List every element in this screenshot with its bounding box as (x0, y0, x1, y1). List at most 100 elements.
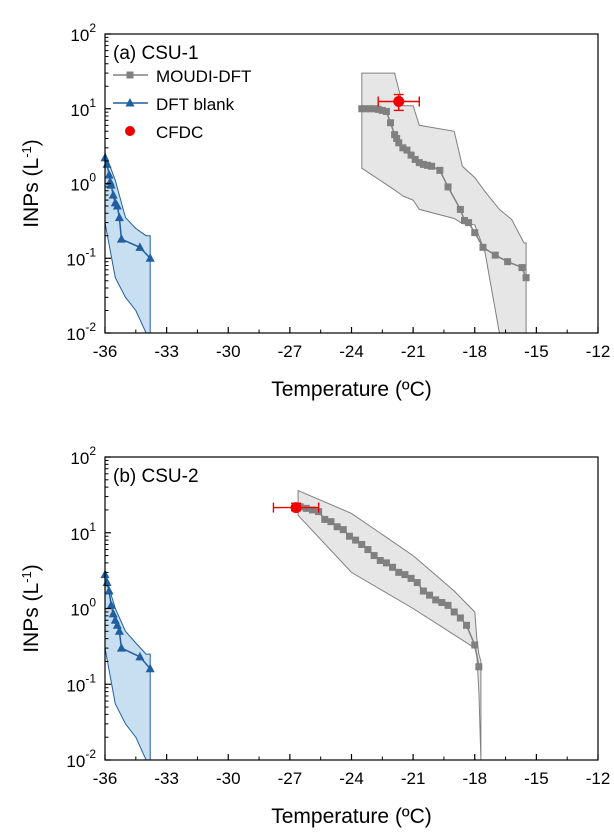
moudi-dft-point (378, 106, 386, 114)
panel-b-label: (b) CSU-2 (113, 466, 199, 487)
moudi-dft-point (302, 504, 310, 512)
moudi-dft-point (432, 596, 440, 604)
moudi-dft-point (352, 536, 360, 544)
panel-a-legend: MOUDI-DFT DFT blank CFDC (113, 67, 251, 142)
x-tick-label: -33 (154, 342, 179, 361)
y-tick-label: 10-2 (66, 747, 96, 771)
moudi-dft-point (391, 131, 399, 139)
x-tick-label: -33 (154, 769, 179, 788)
moudi-dft-point (393, 134, 401, 142)
dft-blank-point (108, 608, 118, 618)
moudi-dft-point (475, 663, 483, 671)
y-tick-label: 10-1 (66, 245, 96, 269)
moudi-dft-point (327, 518, 335, 526)
moudi-dft-point (364, 546, 372, 554)
y-tick-label: 101 (70, 520, 96, 544)
y-tick-label: 102 (70, 444, 96, 468)
moudi-dft-point (382, 559, 390, 567)
panel-b-y-axis-label: INPs (L-1) (19, 564, 44, 653)
moudi-dft-point (463, 621, 471, 629)
y-tick-label: 10-2 (66, 320, 96, 344)
moudi-dft-point (444, 183, 452, 191)
moudi-dft-point (456, 205, 464, 213)
moudi-dft-point (387, 119, 395, 127)
moudi-dft-point (407, 151, 415, 159)
dft-blank-point (114, 212, 124, 222)
panel-a-x-axis-label: Temperature (ºC) (271, 378, 432, 401)
legend-cfdc-label: CFDC (156, 123, 203, 142)
dft-blank-point (102, 577, 112, 587)
y-label-sup: -1 (19, 571, 34, 583)
dft-blank-point (145, 253, 155, 262)
panel-b-plot-frame (104, 456, 599, 761)
moudi-dft-point (436, 166, 444, 174)
y-tick-label: 101 (70, 96, 96, 120)
moudi-dft-point (366, 105, 374, 113)
panel-b: -36 -33 -30 -27 -24 -21 -18 -15 -12 102 101 100 10-… (19, 444, 611, 828)
moudi-dft-point (339, 526, 347, 534)
panel-b-markers (100, 502, 483, 673)
moudi-dft-point (491, 251, 499, 259)
moudi-dft-point (456, 614, 464, 622)
moudi-dft-point (382, 107, 390, 115)
moudi-dft-point (395, 568, 403, 576)
panel-a-x-ticks: -36 -33 -30 -27 -24 -21 -18 -15 -12 (93, 327, 610, 361)
y-label-main: INPs (L (20, 583, 43, 653)
moudi-dft-point (424, 161, 432, 169)
legend-moudi-marker (126, 71, 134, 79)
moudi-dft-point (479, 243, 487, 251)
dft-blank-point (104, 169, 114, 179)
x-tick-label: -27 (278, 769, 303, 788)
moudi-dft-point (370, 105, 378, 113)
y-tick-label: 10-1 (66, 671, 96, 695)
x-tick-label: -12 (586, 769, 611, 788)
x-tick-label: -21 (401, 769, 426, 788)
legend-moudi-label: MOUDI-DFT (156, 67, 251, 86)
moudi-dft-point (438, 599, 446, 607)
dft-blank-point (104, 586, 114, 595)
y-tick-label: 100 (70, 596, 96, 620)
moudi-dft-point (358, 105, 366, 113)
moudi-dft-point (395, 139, 403, 147)
x-tick-label: -30 (216, 769, 241, 788)
moudi-dft-point (362, 105, 370, 113)
panel-a-y-axis-label: INPs (L-1) (19, 139, 44, 228)
dft-blank-point (106, 600, 116, 609)
moudi-dft-point (471, 229, 479, 237)
moudi-dft-point (333, 523, 341, 531)
x-tick-label: -30 (216, 342, 241, 361)
moudi-dft-point (321, 515, 329, 523)
moudi-dft-point (460, 216, 468, 224)
legend-blank-label: DFT blank (156, 95, 235, 114)
moudi-dft-point (389, 563, 397, 571)
panel-a: -36 -33 -30 -27 -24 -21 -18 -15 -12 102 101 100 10-… (19, 21, 611, 401)
panel-a-y-ticks: 102 101 100 10-1 10-2 (66, 21, 111, 344)
panel-b-bands (104, 489, 482, 761)
dft-blank-point (116, 234, 126, 243)
moudi-dft-point (419, 587, 427, 595)
moudi-dft-point (308, 506, 316, 514)
moudi-dft-point (413, 579, 421, 587)
moudi-dft-point (518, 264, 526, 272)
x-tick-label: -18 (462, 342, 487, 361)
x-tick-label: -24 (339, 342, 364, 361)
moudi-dft-point (415, 159, 423, 167)
y-label-main: INPs (L (20, 158, 43, 228)
x-tick-label: -15 (524, 769, 549, 788)
cfdc-point (272, 502, 320, 514)
panel-b-x-ticks: -36 -33 -30 -27 -24 -21 -18 -15 -12 (93, 754, 611, 788)
panel-b-x-axis-label: Temperature (ºC) (271, 805, 432, 828)
panel-a-label: (a) CSU-1 (113, 43, 199, 64)
dft-blank-point (135, 651, 145, 661)
dft-blank-point (135, 242, 145, 251)
y-label-close: ) (20, 564, 43, 571)
dft-blank-point (114, 626, 124, 635)
moudi-dft-point (407, 574, 415, 582)
moudi-dft-point (504, 258, 512, 266)
panel-b-y-ticks: 102 101 100 10-1 10-2 (66, 444, 111, 771)
moudi-dft-point (370, 552, 378, 560)
x-tick-label: -24 (339, 769, 364, 788)
cfdc-point (377, 93, 420, 112)
moudi-dft-point (401, 571, 409, 579)
